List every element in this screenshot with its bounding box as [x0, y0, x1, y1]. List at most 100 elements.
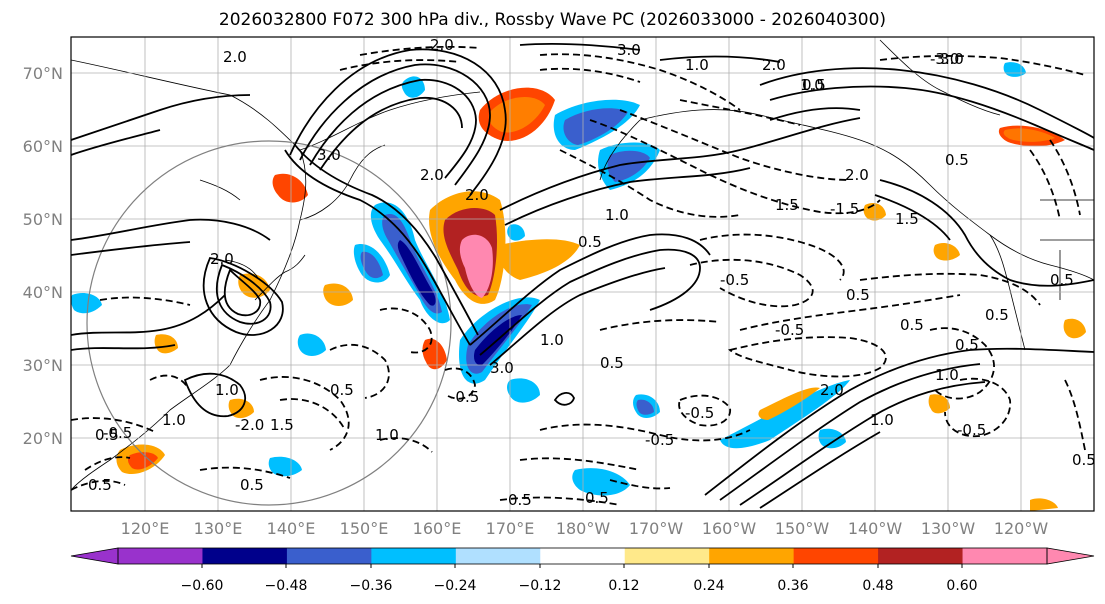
contour-label: 2.0 [762, 56, 786, 74]
contour-label: -2.0 [235, 416, 264, 434]
contour-labels: 2.0 3.0 3.0 2.0 1.0 2.0 3.0 2.0 2.0 1.0 … [88, 36, 1096, 509]
contour-label: 2.0 [430, 36, 454, 54]
contour-label: 2.0 [845, 166, 869, 184]
contour-label: 0.5 [508, 491, 532, 509]
contour-label: 1.5 [895, 210, 919, 228]
colorbar-extend-max [1046, 547, 1095, 565]
contour-label: 1.0 [935, 366, 959, 384]
contour-label: 3.0 [617, 41, 641, 59]
graticule [71, 37, 1094, 511]
colorbar-segment [709, 548, 795, 564]
contour-label: -0.5 [775, 321, 804, 339]
colorbar-tick-label: −0.48 [265, 578, 308, 594]
contour-label: 2.0 [820, 381, 844, 399]
lon-label: 130°E [194, 519, 243, 538]
negative-contours [71, 45, 1086, 506]
contour-label: 0.5 [240, 476, 264, 494]
colorbar-tick-label: −0.12 [519, 578, 562, 594]
colorbar-segment [540, 548, 626, 564]
lon-label: 120°E [121, 519, 170, 538]
lat-label: 40°N [23, 283, 63, 302]
contour-label: 2.0 [465, 186, 489, 204]
lon-label: 170°W [629, 519, 684, 538]
contour-label: 3.0 [490, 359, 514, 377]
contour-label: 1.0 [215, 381, 239, 399]
colorbar-tick-label: −0.60 [181, 578, 224, 594]
colorbar-tick-label: 0.60 [946, 578, 977, 594]
contour-label: 1.0 [605, 206, 629, 224]
contour-label: 0.5 [88, 476, 112, 494]
contour-label: 0.5 [95, 426, 119, 444]
colorbar-segment [286, 548, 372, 564]
lon-label: 180°W [556, 519, 611, 538]
colorbar-segment [371, 548, 457, 564]
lon-label: 170°E [486, 519, 535, 538]
lat-label: 70°N [23, 64, 63, 83]
colorbar-extend-min [70, 547, 119, 565]
latitude-labels: 70°N 60°N 50°N 40°N 30°N 20°N [23, 64, 63, 448]
lon-label: 140°W [848, 519, 903, 538]
contour-label: 0.5 [802, 76, 826, 94]
contour-label: -0.5 [685, 404, 714, 422]
lon-label: 160°E [413, 519, 462, 538]
contour-label: 3.0 [940, 50, 964, 68]
contour-label: 3.0 [317, 146, 341, 164]
contour-label: 1.5 [270, 416, 294, 434]
contour-label: 2.0 [223, 48, 247, 66]
lon-label: 150°E [340, 519, 389, 538]
colorbar-tick-label: 0.12 [608, 578, 639, 594]
colorbar-segment [793, 548, 879, 564]
map-title: 2026032800 F072 300 hPa div., Rossby Wav… [218, 10, 887, 30]
colorbar-segment [878, 548, 964, 564]
colorbar-segment [962, 548, 1048, 564]
lon-label: 150°W [775, 519, 830, 538]
lat-label: 20°N [23, 429, 63, 448]
contour-label: 2.0 [210, 250, 234, 268]
contour-label: 0.5 [1072, 451, 1096, 469]
lat-label: 50°N [23, 210, 63, 229]
contour-label: 0.5 [1050, 271, 1074, 289]
contour-label: 1.0 [685, 56, 709, 74]
colorbar-segment [455, 548, 541, 564]
contour-label: 0.5 [330, 381, 354, 399]
colorbar-tick-label: 0.36 [777, 578, 808, 594]
lon-label: 130°W [921, 519, 976, 538]
contour-label: 0.5 [955, 336, 979, 354]
colorbar-tick-label: −0.24 [434, 578, 477, 594]
colorbar-segment [202, 548, 288, 564]
contour-label: -0.5 [103, 424, 132, 442]
contour-label: 1.0 [870, 411, 894, 429]
contour-label: -0.5 [645, 431, 674, 449]
map-frame [70, 36, 1095, 512]
contour-label: 1.5 [775, 196, 799, 214]
contour-label: 2.0 [420, 166, 444, 184]
influence-circle [86, 140, 452, 506]
contour-label: -1.5 [830, 200, 859, 218]
colorbar [70, 547, 1095, 568]
contour-label: 1.0 [540, 331, 564, 349]
lon-label: 140°E [267, 519, 316, 538]
divergence-shading [71, 62, 1086, 511]
colorbar-segment [624, 548, 710, 564]
contour-label: 1.0 [375, 426, 399, 444]
lat-label: 30°N [23, 356, 63, 375]
colorbar-tick-label: −0.36 [350, 578, 393, 594]
lon-label: 160°W [702, 519, 757, 538]
positive-contours [71, 42, 1094, 509]
contour-label: 0.5 [846, 286, 870, 304]
contour-label: 0.5 [578, 233, 602, 251]
colorbar-tick-label: 0.24 [693, 578, 724, 594]
contour-label: 0.5 [985, 306, 1009, 324]
colorbar-segment [118, 548, 203, 564]
contour-label: 0.5 [585, 489, 609, 507]
contour-label: 1.0 [162, 411, 186, 429]
contour-label: -0.5 [450, 388, 479, 406]
contour-label: 0.5 [945, 151, 969, 169]
contour-label: -3.0 [930, 50, 959, 68]
colorbar-outline [117, 547, 1048, 565]
contour-label: 1.0 [800, 76, 824, 94]
contour-label: 0.5 [600, 354, 624, 372]
colorbar-tick-label: 0.48 [862, 578, 893, 594]
lon-label: 120°W [994, 519, 1049, 538]
